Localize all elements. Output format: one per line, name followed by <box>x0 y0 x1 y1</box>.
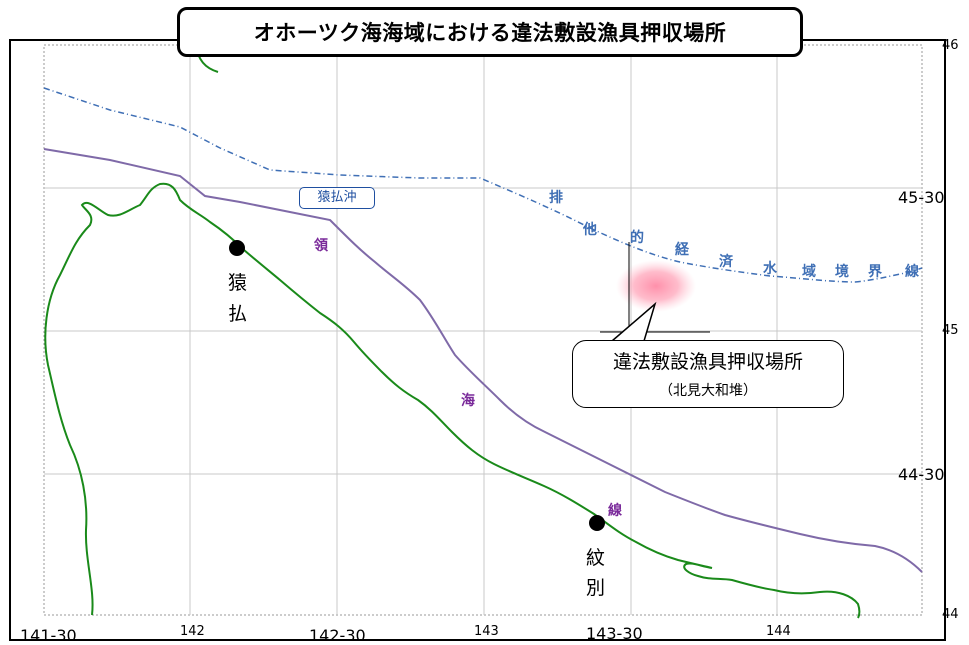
territorial-label-char: 領 <box>314 238 328 254</box>
eez-label-char: 排 <box>549 190 563 206</box>
territorial-label-char: 海 <box>461 393 475 409</box>
lon-label: 144 <box>766 624 791 639</box>
lat-label: 46 <box>942 38 959 53</box>
eez-label-char: 線 <box>905 264 919 280</box>
eez-boundary-line <box>43 87 923 283</box>
eez-label-char: 的 <box>630 230 644 246</box>
lat-label: 44 <box>942 607 959 622</box>
lat-label: 45 <box>942 323 959 338</box>
eez-label-char: 水 <box>763 261 777 277</box>
area-label-sarufutsu-oki: 猿払沖 <box>299 187 375 209</box>
eez-label-char: 域 <box>802 264 816 280</box>
city-label-monbetsu-1: 紋 <box>586 547 606 569</box>
territorial-label-char: 線 <box>608 503 622 519</box>
callout-pointer <box>611 301 657 342</box>
map-title: オホーツク海海域における違法敷設漁具押収場所 <box>177 7 803 57</box>
lon-label: 141-30 <box>20 626 77 645</box>
city-marker-sarufutsu <box>229 240 245 256</box>
eez-label-char: 境 <box>835 264 849 280</box>
city-marker-monbetsu <box>589 515 605 531</box>
city-label-monbetsu-2: 別 <box>586 577 606 599</box>
lat-label: 44-30 <box>898 465 945 484</box>
seizure-marker <box>616 260 696 312</box>
callout-main-text: 違法敷設漁具押収場所 <box>612 351 803 373</box>
lat-label: 45-30 <box>898 188 945 207</box>
seizure-callout: 違法敷設漁具押収場所 （北見大和堆） <box>572 340 844 408</box>
eez-label-char: 他 <box>583 222 597 238</box>
callout-sub-text: （北見大和堆） <box>659 383 757 399</box>
map-plot-area <box>43 44 923 616</box>
eez-label-char: 界 <box>868 264 882 280</box>
eez-label-char: 済 <box>719 254 733 270</box>
eez-label-char: 経 <box>675 242 689 258</box>
lon-label: 143-30 <box>586 624 643 643</box>
territorial-sea-line <box>43 148 923 573</box>
lon-label: 143 <box>474 624 499 639</box>
lon-label: 142-30 <box>309 626 366 645</box>
lon-label: 142 <box>180 624 205 639</box>
city-label-sarufutsu-2: 払 <box>228 303 248 325</box>
grid <box>44 45 922 615</box>
city-label-sarufutsu-1: 猿 <box>228 272 248 294</box>
